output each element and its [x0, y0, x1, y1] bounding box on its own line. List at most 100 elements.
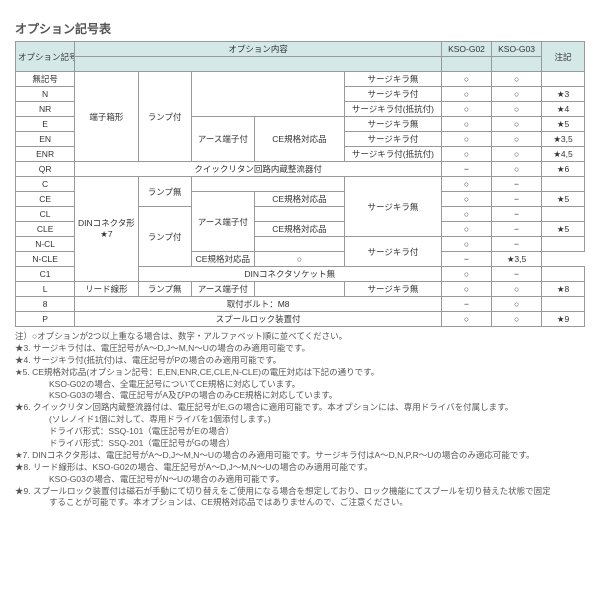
- cell-surge: サージキラ無: [344, 177, 441, 237]
- note-line: ドライバ形式：SSQ-101（電圧記号がEの場合）: [15, 426, 585, 438]
- cell-lamp-off: ランプ無: [138, 282, 191, 297]
- cell: ○: [441, 177, 491, 192]
- cell-lamp-off: ランプ無: [138, 177, 191, 207]
- th-g03: KSO-G03: [492, 42, 542, 57]
- note-line: (ソレノイド1個に対して、専用ドライバを1個添付します。): [15, 414, 585, 426]
- th-spacer: [75, 57, 442, 72]
- th-spacer: [441, 57, 491, 72]
- th-g02: KSO-G02: [441, 42, 491, 57]
- cell-surge: サージキラ無: [344, 117, 441, 132]
- cell-code: C: [16, 177, 75, 192]
- cell: [542, 72, 585, 87]
- cell-blank: [255, 237, 345, 252]
- cell-lead: リード線形: [75, 282, 138, 297]
- cell: ○: [492, 147, 542, 162]
- cell-code: 無記号: [16, 72, 75, 87]
- cell-code: QR: [16, 162, 75, 177]
- cell: ★5: [542, 117, 585, 132]
- cell: −: [492, 177, 542, 192]
- cell-bolt: 取付ボルト：M8: [75, 297, 442, 312]
- cell: −: [492, 222, 542, 237]
- cell-code: E: [16, 117, 75, 132]
- cell-ce: CE規格対応品: [191, 252, 254, 267]
- cell: ★5: [542, 222, 585, 237]
- cell-code: P: [16, 312, 75, 327]
- th-content: オプション内容: [75, 42, 442, 57]
- note-line: ★9. スプールロック装置付は磁石が手動にて切り替えをご使用になる場合を想定して…: [15, 486, 585, 498]
- cell: ○: [492, 162, 542, 177]
- cell: ○: [441, 222, 491, 237]
- note-line: ★8. リード線形は、KSO-G02の場合、電圧記号がA〜D,J〜M,N〜Uの場…: [15, 462, 585, 474]
- cell: ○: [492, 297, 542, 312]
- cell-code: N-CL: [16, 237, 75, 252]
- cell-din: DINコネクタ形★7: [75, 177, 138, 282]
- cell: ○: [441, 117, 491, 132]
- cell: ○: [441, 72, 491, 87]
- cell: ○: [441, 147, 491, 162]
- cell: ○: [441, 87, 491, 102]
- cell-surge: サージキラ無: [344, 282, 441, 297]
- cell-code: L: [16, 282, 75, 297]
- cell-surge: サージキラ付: [344, 132, 441, 147]
- cell-code: EN: [16, 132, 75, 147]
- cell: −: [492, 207, 542, 222]
- cell-surge: サージキラ付(抵抗付): [344, 102, 441, 117]
- cell-blank: [255, 282, 345, 297]
- th-spacer: [492, 57, 542, 72]
- note-line: KSO-G02の場合、全電圧記号についてCE規格に対応しています。: [15, 379, 585, 391]
- cell: ★3,5: [492, 252, 542, 267]
- cell-lamp-on: ランプ付: [138, 207, 191, 267]
- cell-ce: CE規格対応品: [255, 192, 345, 207]
- th-code: オプション記号: [16, 42, 75, 72]
- cell: ○: [492, 282, 542, 297]
- cell: ★3: [542, 87, 585, 102]
- notes-block: 注）○オプションが2つ以上重なる場合は、数字・アルファベット順に並べてください。…: [15, 331, 585, 509]
- cell: ○: [492, 117, 542, 132]
- cell: ○: [441, 102, 491, 117]
- th-note: 注記: [542, 42, 585, 72]
- note-line: ★6. クイックリタン回路内蔵整流器付は、電圧記号がE,Gの場合に適用可能です。…: [15, 402, 585, 414]
- note-line: ★4. サージキラ付(抵抗付)は、電圧記号がPの場合のみ適用可能です。: [15, 355, 585, 367]
- cell: [542, 207, 585, 222]
- cell-code: CE: [16, 192, 75, 207]
- note-line: ドライバ形式：SSQ-201（電圧記号がGの場合）: [15, 438, 585, 450]
- cell-terminal-box: 端子箱形: [75, 72, 138, 162]
- cell-code: CLE: [16, 222, 75, 237]
- note-line: KSO-G03の場合、電圧記号がN〜Uの場合のみ適用可能です。: [15, 474, 585, 486]
- cell: ★8: [542, 282, 585, 297]
- cell-ce: CE規格対応品: [255, 222, 345, 237]
- note-line: ★5. CE規格対応品(オプション記号：E,EN,ENR,CE,CLE,N-CL…: [15, 367, 585, 379]
- cell-code: ENR: [16, 147, 75, 162]
- table-title: オプション記号表: [15, 20, 585, 37]
- cell: ○: [492, 72, 542, 87]
- note-line: 注）○オプションが2つ以上重なる場合は、数字・アルファベット順に並べてください。: [15, 331, 585, 343]
- cell-blank: [191, 72, 344, 117]
- cell: ★5: [542, 192, 585, 207]
- note-line: することが可能です。本オプションは、CE規格対応品ではありませんので、ご注意くだ…: [15, 497, 585, 509]
- cell-code: NR: [16, 102, 75, 117]
- cell: [542, 237, 585, 252]
- cell-quick-return: クイックリタン回路内蔵整流器付: [75, 162, 442, 177]
- cell-code: C1: [16, 267, 75, 282]
- cell: [542, 177, 585, 192]
- cell: ○: [441, 312, 491, 327]
- cell: −: [441, 162, 491, 177]
- cell-blank: [255, 207, 345, 222]
- cell: ★4: [542, 102, 585, 117]
- cell: ○: [441, 282, 491, 297]
- note-line: KSO-G03の場合、電圧記号がA及びPの場合のみCE規格に対応しています。: [15, 390, 585, 402]
- cell-code: CL: [16, 207, 75, 222]
- cell-code: 8: [16, 297, 75, 312]
- cell: ○: [441, 132, 491, 147]
- cell: ★3,5: [542, 132, 585, 147]
- note-line: ★7. DINコネクタ形は、電圧記号がA〜D,J〜M,N〜Uの場合のみ適用可能で…: [15, 450, 585, 462]
- cell-spool: スプールロック装置付: [75, 312, 442, 327]
- cell: −: [492, 192, 542, 207]
- cell-lamp-on: ランプ付: [138, 72, 191, 162]
- cell: −: [441, 252, 491, 267]
- cell: −: [492, 237, 542, 252]
- cell: [542, 297, 585, 312]
- cell: ○: [492, 102, 542, 117]
- cell: [542, 267, 585, 282]
- cell-earth: アース端子付: [191, 282, 254, 297]
